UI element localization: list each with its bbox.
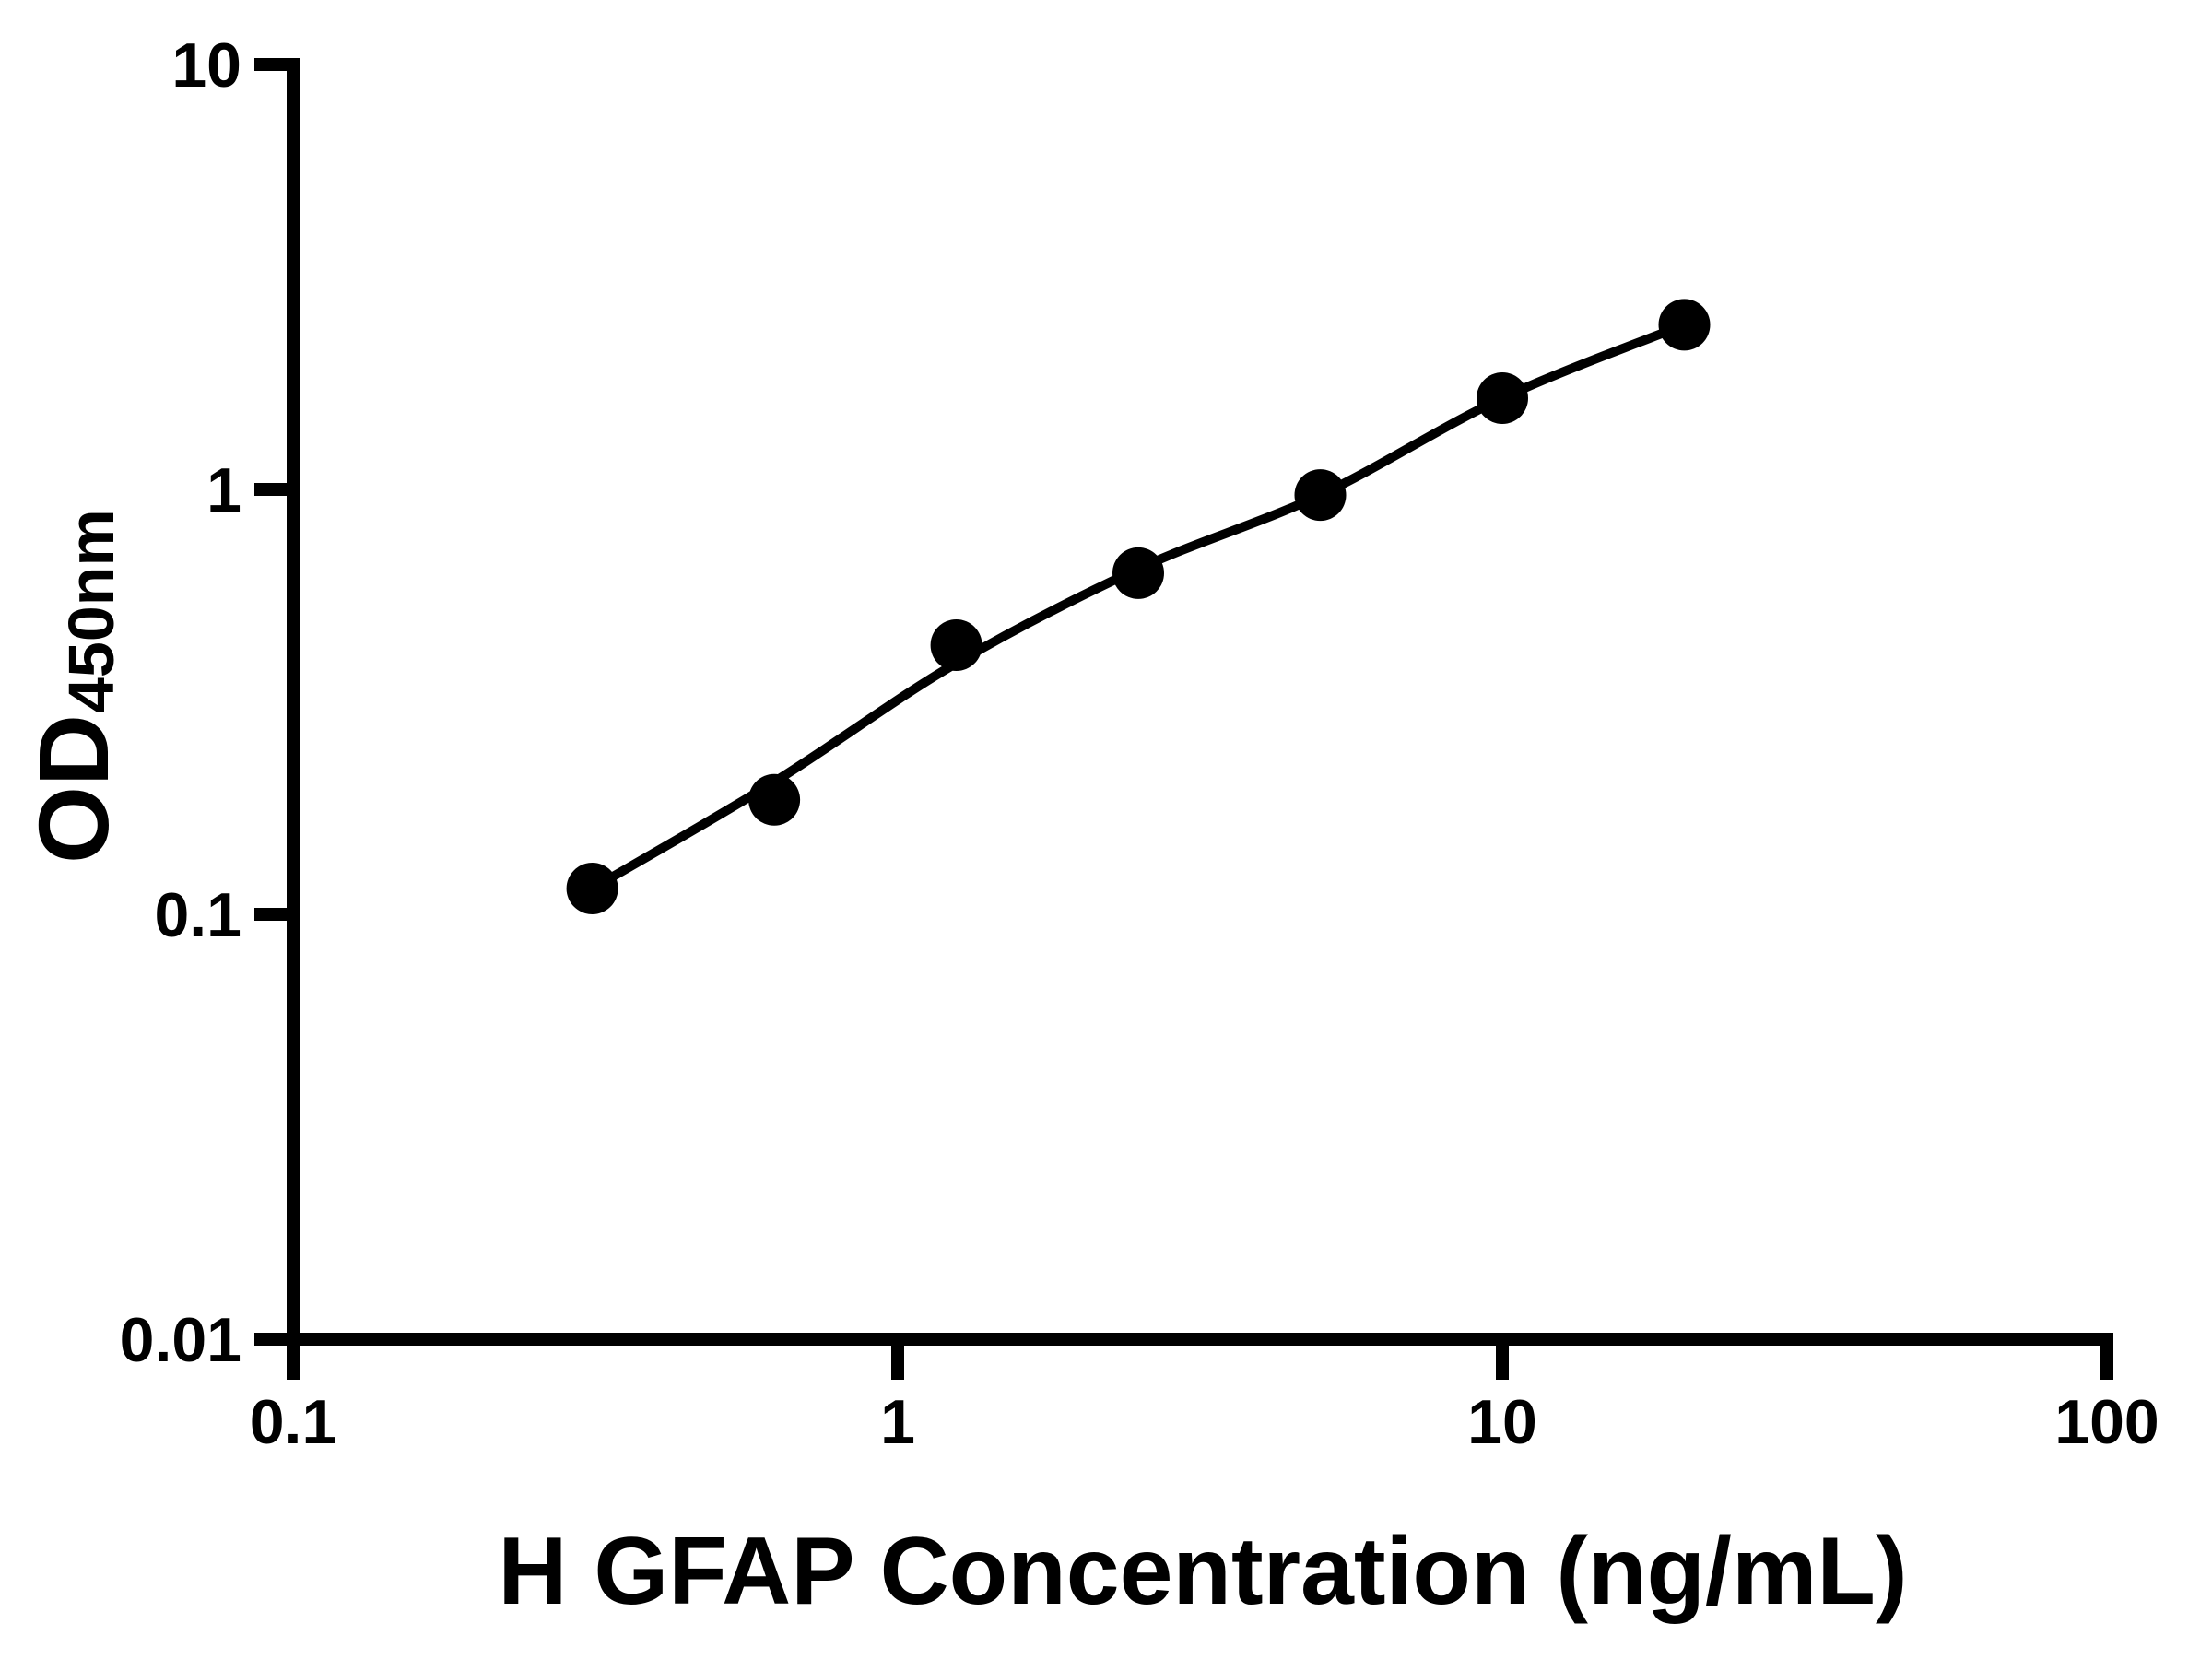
y-axis-tick-label: 0.01: [120, 1305, 241, 1375]
x-axis-title: H GFAP Concentration (ng/mL): [498, 1518, 1907, 1625]
data-points-layer: [566, 299, 1711, 914]
x-axis-tick-label: 10: [1467, 1387, 1537, 1457]
data-point: [1112, 547, 1164, 599]
y-axis-title-subscript: 450nm: [55, 509, 127, 713]
y-axis-tick-label: 0.1: [154, 880, 241, 950]
x-axis-tick-label: 1: [880, 1387, 915, 1457]
x-axis-tick-label: 100: [2054, 1387, 2159, 1457]
data-point: [930, 619, 982, 671]
data-point: [1294, 469, 1347, 522]
data-point: [748, 773, 801, 826]
data-point: [1477, 372, 1528, 424]
y-axis-tick-label: 1: [206, 455, 241, 525]
axes: [287, 58, 2113, 1346]
y-axis-title-main: OD: [18, 714, 129, 864]
y-axis-tick-label: 10: [171, 30, 241, 100]
data-point: [1658, 299, 1711, 351]
y-axis-title: OD 450nm: [18, 509, 129, 864]
x-axis-tick-label: 0.1: [250, 1387, 337, 1457]
data-point: [566, 863, 618, 914]
axis-ticks: [254, 58, 2113, 1380]
